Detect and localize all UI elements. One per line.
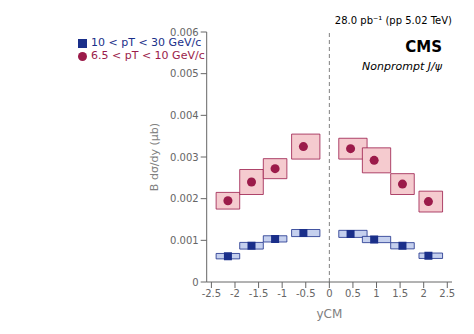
svg-text:0.001: 0.001 <box>170 235 199 246</box>
svg-text:2: 2 <box>421 288 427 299</box>
html-text:Nonprompt J/ψ: Nonprompt J/ψ <box>362 60 442 73</box>
svg-text:0: 0 <box>192 277 198 288</box>
svg-text:0.003: 0.003 <box>170 152 199 163</box>
svg-text:0.004: 0.004 <box>170 110 199 121</box>
html-text:28.0 pb⁻¹ (pp 5.02 TeV): 28.0 pb⁻¹ (pp 5.02 TeV) <box>334 15 452 26</box>
svg-text:-0.5: -0.5 <box>296 288 316 299</box>
svg-text:0: 0 <box>326 288 332 299</box>
svg-text:2.5: 2.5 <box>439 288 455 299</box>
svg-text:B dσ/dy (μb): B dσ/dy (μb) <box>148 123 161 191</box>
svg-text:-1.5: -1.5 <box>249 288 269 299</box>
svg-text:1: 1 <box>373 288 379 299</box>
html-text:6.5 < pT < 10 GeV/c: 6.5 < pT < 10 GeV/c <box>91 49 205 62</box>
svg-text:1.5: 1.5 <box>392 288 408 299</box>
svg-text:0.006: 0.006 <box>170 27 199 38</box>
svg-text:0.005: 0.005 <box>170 68 199 79</box>
html-text:10 < pT < 30 GeV/c: 10 < pT < 30 GeV/c <box>91 36 202 49</box>
svg-text:0.002: 0.002 <box>170 193 199 204</box>
svg-text:-1: -1 <box>277 288 287 299</box>
svg-text:-2.5: -2.5 <box>202 288 222 299</box>
html-text:CMS: CMS <box>405 38 442 56</box>
svg-text:0.5: 0.5 <box>345 288 361 299</box>
svg-text:yCM: yCM <box>316 307 342 321</box>
svg-text:-2: -2 <box>230 288 240 299</box>
